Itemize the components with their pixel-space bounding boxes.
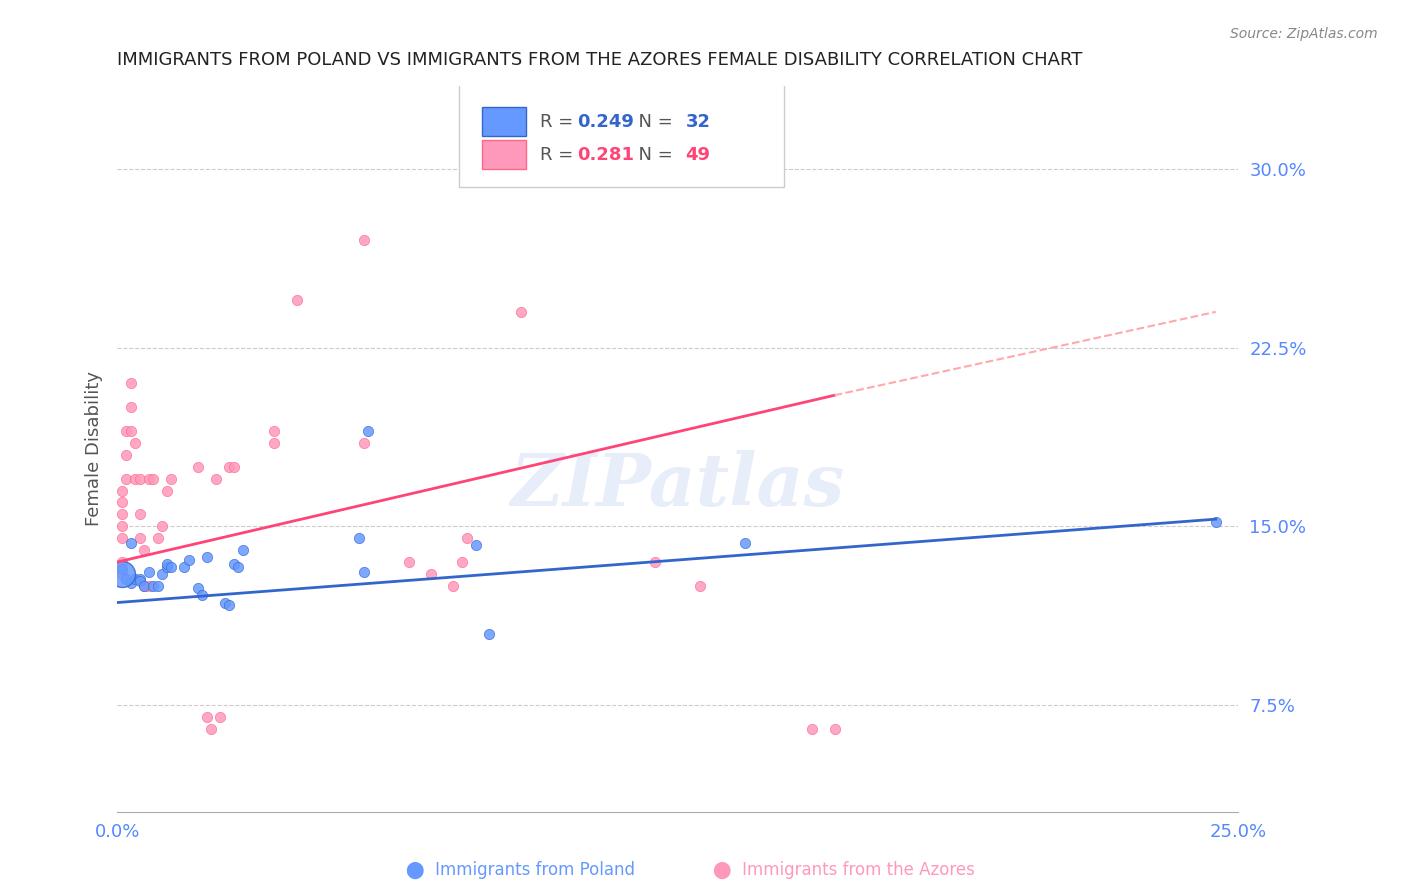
Point [120, 576, 142, 591]
Point [128, 572, 150, 586]
Point [263, 436, 285, 450]
Point [420, 566, 443, 581]
Point [443, 579, 465, 593]
Point [200, 722, 222, 736]
Text: 0.249: 0.249 [576, 113, 634, 131]
Point [138, 565, 160, 579]
Point [111, 483, 134, 498]
Point [353, 436, 375, 450]
Point [115, 424, 138, 438]
Point [1205, 515, 1227, 529]
Point [195, 710, 218, 724]
Point [115, 448, 138, 462]
Point [644, 555, 666, 569]
Text: R =: R = [540, 113, 579, 131]
Point [115, 572, 138, 586]
Point [111, 519, 134, 533]
Point [214, 595, 236, 609]
Point [478, 626, 501, 640]
Text: IMMIGRANTS FROM POLAND VS IMMIGRANTS FROM THE AZORES FEMALE DISABILITY CORRELATI: IMMIGRANTS FROM POLAND VS IMMIGRANTS FRO… [117, 51, 1083, 69]
Point [205, 472, 228, 486]
Point [824, 722, 846, 736]
Text: N =: N = [627, 145, 679, 163]
Point [120, 376, 142, 391]
Point [111, 566, 134, 581]
Point [132, 579, 155, 593]
Point [222, 459, 245, 474]
Point [111, 495, 134, 509]
Point [187, 581, 209, 595]
Point [138, 579, 160, 593]
Point [111, 531, 134, 545]
Point [218, 598, 240, 612]
Point [801, 722, 824, 736]
Point [120, 536, 142, 550]
Point [128, 472, 150, 486]
Point [173, 559, 195, 574]
Point [398, 555, 420, 569]
Point [150, 519, 173, 533]
Point [128, 508, 150, 522]
Point [155, 558, 177, 572]
Text: 32: 32 [686, 113, 710, 131]
Point [263, 424, 285, 438]
Point [132, 579, 155, 593]
Point [115, 472, 138, 486]
Point [456, 531, 478, 545]
Point [120, 424, 142, 438]
Point [285, 293, 308, 307]
Point [209, 710, 232, 724]
Text: Source: ZipAtlas.com: Source: ZipAtlas.com [1230, 27, 1378, 41]
Point [353, 233, 375, 247]
Point [353, 565, 375, 579]
Point [124, 436, 146, 450]
Point [142, 472, 165, 486]
Point [111, 566, 134, 581]
Point [150, 566, 173, 581]
Point [734, 536, 756, 550]
Point [111, 555, 134, 569]
FancyBboxPatch shape [460, 78, 785, 187]
Y-axis label: Female Disability: Female Disability [86, 371, 103, 526]
Point [232, 543, 254, 558]
Point [132, 543, 155, 558]
Point [111, 562, 134, 576]
Point [142, 579, 165, 593]
Point [160, 472, 183, 486]
Text: ⬤  Immigrants from Poland: ⬤ Immigrants from Poland [406, 861, 634, 879]
Point [187, 459, 209, 474]
Point [111, 508, 134, 522]
Point [120, 400, 142, 414]
Point [128, 574, 150, 588]
Point [146, 579, 169, 593]
Point [451, 555, 474, 569]
Text: 49: 49 [686, 145, 710, 163]
Bar [481, 140, 526, 169]
Text: R =: R = [540, 145, 579, 163]
Point [128, 531, 150, 545]
Bar [481, 107, 526, 136]
Point [155, 483, 177, 498]
Point [509, 305, 531, 319]
Point [124, 472, 146, 486]
Point [464, 538, 486, 552]
Point [222, 558, 245, 572]
Point [177, 552, 200, 566]
Point [124, 572, 146, 586]
Point [160, 559, 183, 574]
Point [138, 472, 160, 486]
Text: 0.281: 0.281 [576, 145, 634, 163]
Text: N =: N = [627, 113, 679, 131]
Text: ⬤  Immigrants from the Azores: ⬤ Immigrants from the Azores [713, 861, 974, 879]
Point [218, 459, 240, 474]
Text: ZIPatlas: ZIPatlas [510, 450, 845, 521]
Point [146, 531, 169, 545]
Point [155, 559, 177, 574]
Point [689, 579, 711, 593]
Point [191, 588, 214, 602]
Point [349, 531, 371, 545]
Point [357, 424, 380, 438]
Point [195, 550, 218, 565]
Point [226, 559, 249, 574]
